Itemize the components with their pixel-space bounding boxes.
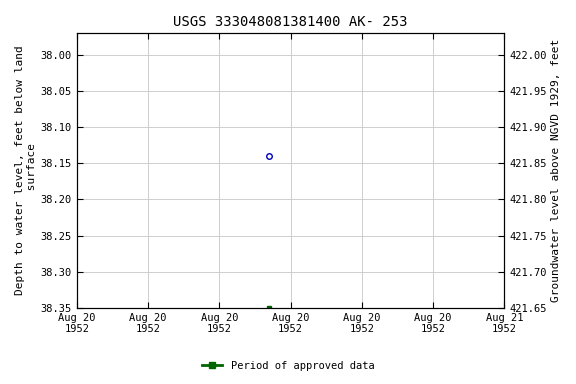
Title: USGS 333048081381400 AK- 253: USGS 333048081381400 AK- 253 (173, 15, 408, 29)
Y-axis label: Depth to water level, feet below land
 surface: Depth to water level, feet below land su… (15, 46, 37, 295)
Legend: Period of approved data: Period of approved data (198, 357, 378, 375)
Y-axis label: Groundwater level above NGVD 1929, feet: Groundwater level above NGVD 1929, feet (551, 39, 561, 302)
